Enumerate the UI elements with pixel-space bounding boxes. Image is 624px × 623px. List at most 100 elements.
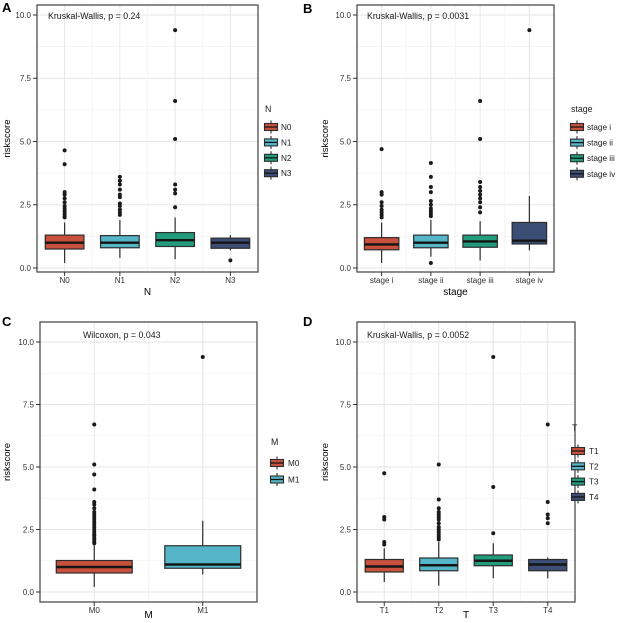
outliers-T2 bbox=[436, 462, 441, 542]
y-tick-label: 0.0 bbox=[340, 588, 352, 597]
legend-label: M1 bbox=[288, 476, 300, 485]
y-axis-title: riskscore bbox=[320, 443, 331, 481]
x-axis: N0 N1 N2 N3 N bbox=[60, 272, 236, 298]
x-tick-label: N1 bbox=[115, 276, 126, 285]
legend-item-stage-iii: stage iii bbox=[569, 151, 615, 165]
y-tick-label: 7.5 bbox=[20, 74, 32, 83]
boxplot-N3 bbox=[210, 235, 251, 263]
panel-a-chart: Kruskal-Wallis, p = 0.24 0.0 2.5 5.0 7.5 10.0… bbox=[2, 4, 292, 298]
x-axis: T1 T2 T3 T4 T bbox=[380, 602, 553, 621]
boxplot-N0 bbox=[44, 148, 85, 263]
gridlines bbox=[357, 322, 575, 602]
y-axis-title: riskscore bbox=[2, 119, 13, 157]
legend-label: N0 bbox=[281, 123, 292, 132]
x-tick-label: N3 bbox=[225, 276, 236, 285]
y-tick-label: 10.0 bbox=[335, 338, 351, 347]
boxplot-T4 bbox=[528, 422, 568, 579]
y-tick-label: 5.0 bbox=[23, 463, 35, 472]
panel-label-a: A bbox=[2, 0, 12, 15]
plot-border bbox=[356, 321, 576, 603]
y-tick-label: 0.0 bbox=[23, 588, 35, 597]
y-tick-label: 2.5 bbox=[340, 201, 352, 210]
legend-title: T bbox=[572, 423, 578, 433]
x-tick-label: T1 bbox=[380, 606, 390, 615]
x-axis-title: N bbox=[144, 287, 151, 298]
legend-item-T2: T2 bbox=[570, 459, 599, 473]
boxplot-stage-iv bbox=[511, 28, 548, 251]
outliers-T1 bbox=[382, 471, 387, 547]
boxplot-N2 bbox=[155, 28, 196, 260]
legend-title: M bbox=[271, 437, 278, 447]
plot-border bbox=[36, 4, 259, 273]
x-axis-title: stage bbox=[443, 287, 468, 298]
outliers-N1 bbox=[117, 174, 122, 217]
outliers-stage-ii bbox=[428, 161, 433, 265]
legend-label: stage iv bbox=[587, 170, 616, 179]
x-tick-label: T3 bbox=[489, 606, 499, 615]
legend-item-T4: T4 bbox=[570, 490, 599, 504]
y-tick-label: 10.0 bbox=[18, 338, 34, 347]
y-tick-label: 5.0 bbox=[340, 137, 352, 146]
legend-item-stage-ii: stage ii bbox=[569, 136, 613, 150]
boxplot-T1 bbox=[364, 471, 404, 582]
panel-label-c: C bbox=[2, 314, 12, 329]
legend-item-N3: N3 bbox=[263, 166, 292, 180]
legend-label: N2 bbox=[281, 154, 292, 163]
x-tick-label: M0 bbox=[89, 606, 101, 615]
y-axis: 0.0 2.5 5.0 7.5 10.0 riskscore bbox=[2, 11, 37, 273]
boxplot-M0 bbox=[55, 422, 133, 587]
legend-item-T1: T1 bbox=[570, 444, 599, 458]
legend-label: T3 bbox=[589, 478, 599, 487]
panel-label-d: D bbox=[303, 314, 313, 329]
y-axis: 0.0 2.5 5.0 7.5 10.0 riskscore bbox=[320, 11, 357, 273]
outliers-stage-iv bbox=[527, 28, 532, 33]
legend: M M0 M1 bbox=[269, 437, 300, 486]
y-tick-label: 0.0 bbox=[340, 264, 352, 273]
outliers-stage-iii bbox=[478, 99, 483, 215]
legend-label: stage iii bbox=[587, 154, 615, 163]
panel-label-b: B bbox=[303, 1, 313, 16]
x-axis: stage i stage ii stage iii stage iv stage bbox=[370, 272, 543, 298]
legend-label: N3 bbox=[281, 169, 292, 178]
gridlines bbox=[37, 5, 258, 272]
y-tick-label: 2.5 bbox=[20, 201, 32, 210]
x-tick-label: T2 bbox=[434, 606, 444, 615]
legend-item-N0: N0 bbox=[263, 120, 292, 134]
legend-item-stage-i: stage i bbox=[569, 120, 611, 134]
x-tick-label: M1 bbox=[197, 606, 209, 615]
y-tick-label: 7.5 bbox=[23, 400, 35, 409]
legend-label: M0 bbox=[288, 459, 300, 468]
plot-border bbox=[39, 321, 258, 603]
x-tick-label: N2 bbox=[170, 276, 181, 285]
legend: T T1 T2 T3 T4 bbox=[570, 423, 599, 504]
boxplot-T3 bbox=[473, 355, 513, 579]
legend-title: stage bbox=[571, 104, 593, 114]
x-tick-label: stage iv bbox=[516, 276, 544, 285]
x-axis-title: M bbox=[144, 610, 152, 621]
y-axis: 0.0 2.5 5.0 7.5 10.0 riskscore bbox=[2, 338, 40, 597]
legend: stage stage i stage ii stage iii stage iv bbox=[569, 104, 616, 181]
outliers-N2 bbox=[173, 28, 178, 210]
boxplot-N1 bbox=[99, 174, 140, 258]
legend-title: N bbox=[265, 104, 271, 114]
legend-label: T1 bbox=[589, 447, 599, 456]
x-tick-label: stage i bbox=[370, 276, 394, 285]
panel-c-chart: Wilcoxon, p = 0.043 0.0 2.5 5.0 7.5 10.0 risks… bbox=[2, 321, 300, 621]
boxplot-stage-i bbox=[363, 147, 400, 263]
y-tick-label: 2.5 bbox=[23, 525, 35, 534]
outliers-N3 bbox=[228, 258, 233, 263]
x-tick-label: N0 bbox=[60, 276, 71, 285]
x-tick-label: T4 bbox=[543, 606, 553, 615]
x-axis: M0 M1 M bbox=[89, 602, 209, 621]
plot-border bbox=[356, 4, 555, 273]
outliers-N0 bbox=[62, 148, 67, 220]
outliers-M1 bbox=[200, 355, 205, 359]
outliers-stage-i bbox=[379, 147, 384, 220]
legend: N N0 N1 N2 N3 bbox=[263, 104, 292, 180]
legend-item-T3: T3 bbox=[570, 475, 599, 489]
boxplot-stage-iii bbox=[462, 99, 498, 261]
y-tick-label: 7.5 bbox=[340, 400, 352, 409]
boxplot-T2 bbox=[419, 462, 459, 586]
outliers-T3 bbox=[491, 355, 496, 536]
